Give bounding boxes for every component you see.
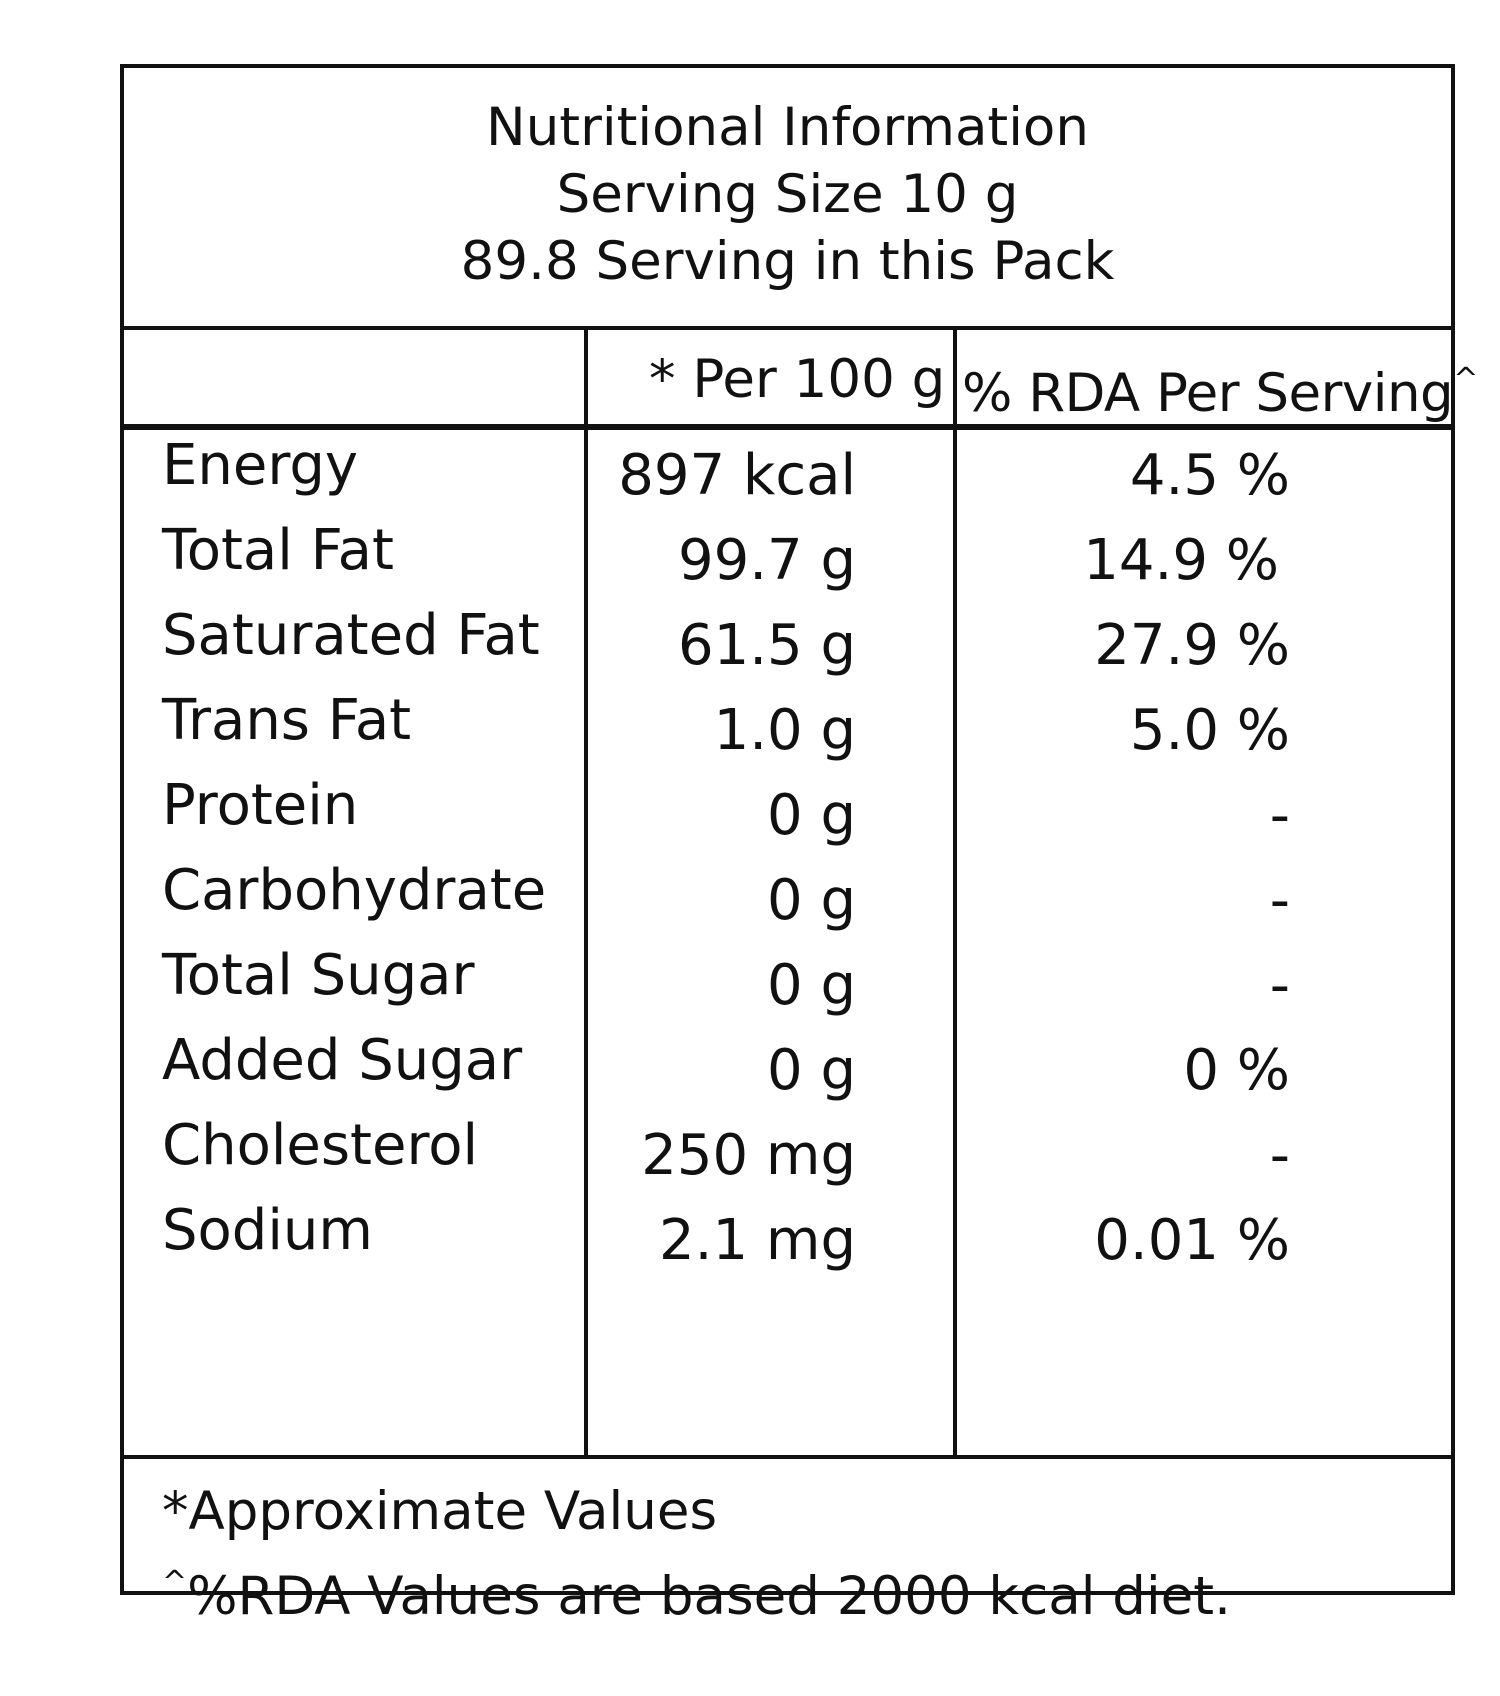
footnote-approximate: *Approximate Values [162,1481,718,1542]
column-header-rda: % RDA Per Serving^ [962,330,1478,430]
nutrient-name: Cholesterol [162,1113,479,1178]
servings-per-pack: 89.8 Serving in this Pack [460,231,1115,292]
serving-size: Serving Size 10 g [556,164,1019,225]
nutrient-per-100g: 0 g [767,783,856,848]
nutrient-name: Protein [162,773,359,838]
label-header: Nutritional Information Serving Size 10 … [124,68,1451,330]
column-divider-2 [953,330,957,1459]
nutrient-table: Energy 897 kcal 4.5 % Total Fat 99.7 g 1… [124,430,1451,1459]
nutrient-rda: 0 % [1183,1038,1290,1103]
nutrient-per-100g: 2.1 mg [659,1208,856,1273]
nutrient-per-100g: 1.0 g [713,698,856,763]
nutrient-row-cholesterol: Cholesterol 250 mg - [124,1110,1451,1202]
nutrient-name: Saturated Fat [162,603,540,668]
footnote-rda: ^%RDA Values are based 2000 kcal diet. [162,1565,1231,1627]
nutrient-row-protein: Protein 0 g - [124,770,1451,862]
nutrient-rda: - [1269,783,1290,848]
nutrient-row-total-sugar: Total Sugar 0 g - [124,940,1451,1032]
nutrient-rda: - [1269,1123,1290,1188]
nutrient-row-carbohydrate: Carbohydrate 0 g - [124,855,1451,947]
nutrient-row-total-fat: Total Fat 99.7 g 14.9 % [124,515,1451,607]
nutrient-name: Energy [162,433,359,498]
nutrient-rda: 27.9 % [1094,613,1290,678]
nutrient-per-100g: 0 g [767,1038,856,1103]
nutrient-name: Total Sugar [162,943,475,1008]
column-header-per-100g: * Per 100 g [649,349,946,410]
nutrient-name: Carbohydrate [162,858,547,923]
nutrient-name: Sodium [162,1198,373,1263]
column-header-row: * Per 100 g % RDA Per Serving^ [124,330,1478,430]
nutrition-label: Nutritional Information Serving Size 10 … [120,64,1478,1627]
nutrient-row-trans-fat: Trans Fat 1.0 g 5.0 % [124,685,1451,777]
nutrient-rda: - [1269,953,1290,1018]
footnote-rda-marker: ^ [162,1565,188,1600]
nutrient-row-sodium: Sodium 2.1 mg 0.01 % [124,1195,1451,1287]
rda-marker: ^ [1453,362,1478,397]
label-title: Nutritional Information [486,97,1089,158]
nutrient-rda: 0.01 % [1094,1208,1290,1273]
nutrient-row-added-sugar: Added Sugar 0 g 0 % [124,1025,1451,1117]
nutrient-row-energy: Energy 897 kcal 4.5 % [124,430,1451,522]
nutrient-rda: 14.9 % [1083,528,1279,593]
column-header-rda-text: % RDA Per Serving [962,363,1454,424]
nutrient-name: Trans Fat [162,688,412,753]
nutrient-row-saturated-fat: Saturated Fat 61.5 g 27.9 % [124,600,1451,692]
column-divider-1 [584,330,588,1459]
nutrient-name: Added Sugar [162,1028,523,1093]
nutrient-rda: 5.0 % [1129,698,1290,763]
nutrient-per-100g: 99.7 g [677,528,856,593]
nutrient-per-100g: 0 g [767,868,856,933]
nutrient-name: Total Fat [162,518,394,583]
nutrient-per-100g: 897 kcal [618,443,856,508]
label-footer: *Approximate Values ^%RDA Values are bas… [124,1459,1451,1627]
footnote-rda-text: %RDA Values are based 2000 kcal diet. [187,1566,1231,1627]
nutrient-per-100g: 250 mg [641,1123,856,1188]
nutrient-per-100g: 61.5 g [677,613,856,678]
nutrient-rda: 4.5 % [1129,443,1290,508]
nutrient-per-100g: 0 g [767,953,856,1018]
nutrient-rda: - [1269,868,1290,933]
